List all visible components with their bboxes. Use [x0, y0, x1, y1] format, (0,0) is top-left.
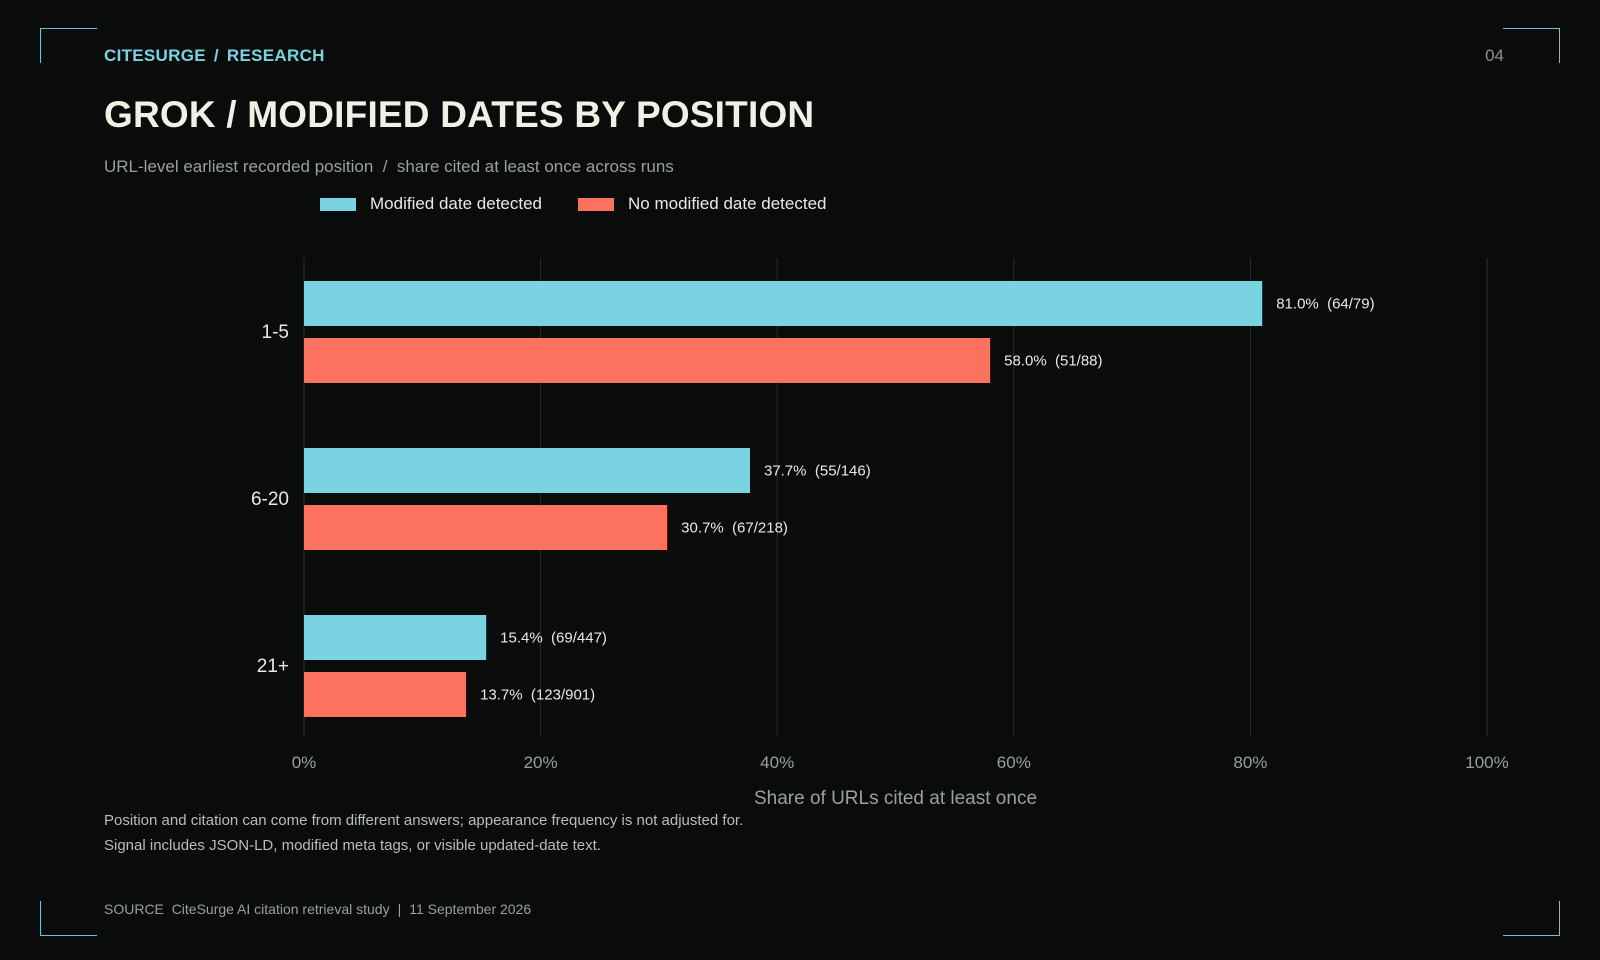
corner-frame-top-left: [40, 28, 97, 63]
bar-1-5-series-0: [304, 281, 1263, 326]
footnote-1: Position and citation can come from diff…: [104, 812, 744, 829]
data-label-21+-series-1: 13.7% (123/901): [480, 687, 595, 704]
x-axis-label: Share of URLs cited at least once: [754, 788, 1037, 809]
bar-6-20-series-0: [304, 448, 750, 493]
bar-1-5-series-1: [304, 338, 991, 383]
data-label-1-5-series-1: 58.0% (51/88): [1004, 353, 1102, 370]
x-tick-label-40: 40%: [760, 753, 794, 772]
kicker: CITESURGE / RESEARCH: [104, 46, 325, 66]
data-label-1-5-series-0: 81.0% (64/79): [1276, 296, 1374, 313]
source-label: SOURCE: [104, 901, 164, 917]
source-date: 11 September 2026: [409, 901, 532, 917]
corner-frame-top-right: [1503, 28, 1560, 63]
source-line: SOURCE CiteSurge AI citation retrieval s…: [104, 901, 531, 917]
footnote-2: Signal includes JSON-LD, modified meta t…: [104, 837, 601, 854]
kicker-separator: /: [213, 46, 219, 65]
legend-label-modified: Modified date detected: [370, 194, 543, 213]
source-separator: |: [397, 901, 402, 917]
corner-frame-bottom-right: [1503, 901, 1560, 936]
page-number: 04: [1485, 46, 1504, 65]
legend-swatch-no-modified: [578, 197, 615, 211]
category-label-21+: 21+: [257, 656, 289, 677]
legend-label-no-modified: No modified date detected: [628, 194, 827, 213]
data-label-6-20-series-1: 30.7% (67/218): [681, 520, 788, 537]
chart-legend: Modified date detected No modified date …: [320, 194, 862, 214]
legend-item-no-modified: No modified date detected: [578, 194, 826, 214]
legend-item-modified: Modified date detected: [320, 194, 542, 214]
bar-21+-series-1: [304, 672, 467, 717]
data-label-6-20-series-0: 37.7% (55/146): [764, 463, 871, 480]
x-tick-label-20: 20%: [524, 753, 558, 772]
x-tick-label-60: 60%: [997, 753, 1031, 772]
x-tick-label-0: 0%: [292, 753, 317, 772]
source-text: CiteSurge AI citation retrieval study: [171, 901, 390, 917]
kicker-brand: CITESURGE: [104, 46, 206, 65]
bar-21+-series-0: [304, 615, 487, 660]
corner-frame-bottom-left: [40, 901, 97, 936]
page-subtitle: URL-level earliest recorded position / s…: [104, 157, 674, 176]
page-title: GROK / MODIFIED DATES BY POSITION: [104, 94, 815, 135]
bar-6-20-series-1: [304, 505, 668, 550]
kicker-section: RESEARCH: [226, 46, 325, 65]
category-label-6-20: 6-20: [251, 489, 289, 510]
legend-swatch-modified: [320, 197, 356, 211]
x-tick-label-80: 80%: [1233, 753, 1267, 772]
category-label-1-5: 1-5: [262, 322, 289, 343]
x-tick-label-100: 100%: [1465, 753, 1508, 772]
data-label-21+-series-0: 15.4% (69/447): [500, 630, 607, 647]
